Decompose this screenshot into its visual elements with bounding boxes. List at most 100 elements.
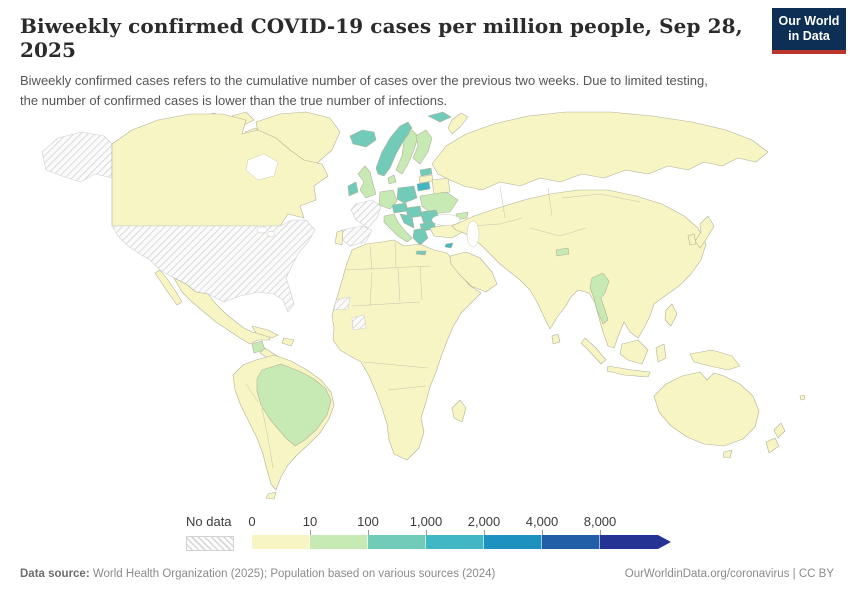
country-czechia-austria[interactable] xyxy=(391,202,409,214)
country-united-states[interactable] xyxy=(111,219,316,313)
owid-logo-line2: in Data xyxy=(788,29,830,43)
owid-logo-line1: Our World xyxy=(778,14,840,28)
country-borneo[interactable] xyxy=(619,339,649,365)
great-lakes xyxy=(266,231,276,237)
country-brazil[interactable] xyxy=(256,363,332,447)
country-spain[interactable] xyxy=(339,225,373,247)
country-arabian-peninsula[interactable] xyxy=(449,251,498,293)
legend-tick-mark xyxy=(426,530,427,535)
country-tasmania[interactable] xyxy=(722,449,733,459)
country-estonia[interactable] xyxy=(419,167,433,177)
legend-no-data: No data xyxy=(186,514,234,551)
country-greece[interactable] xyxy=(412,227,429,246)
legend-tick-mark xyxy=(484,530,485,535)
border-lines-south-america xyxy=(245,383,274,469)
country-philippines[interactable] xyxy=(664,303,678,327)
country-western-sahara[interactable] xyxy=(333,296,351,311)
country-cote-divoire[interactable] xyxy=(351,314,367,331)
country-java[interactable] xyxy=(606,365,651,378)
country-france[interactable] xyxy=(350,199,382,229)
legend-segment[interactable] xyxy=(368,535,426,549)
country-thailand[interactable] xyxy=(589,272,610,325)
data-source-label: Data source: xyxy=(20,568,90,580)
no-data-label: No data xyxy=(186,514,232,529)
legend-segment[interactable] xyxy=(542,535,600,549)
border-lines-asia xyxy=(469,185,641,237)
world-map xyxy=(0,108,850,508)
country-finland[interactable] xyxy=(412,129,433,165)
data-source-text: World Health Organization (2025); Popula… xyxy=(89,568,496,580)
country-ireland[interactable] xyxy=(347,181,359,197)
great-lakes xyxy=(256,226,268,234)
country-lithuania[interactable] xyxy=(416,181,431,192)
country-sri-lanka[interactable] xyxy=(551,333,561,345)
legend-tick: 0 xyxy=(248,514,256,529)
chart-title: Biweekly confirmed COVID-19 cases per mi… xyxy=(20,14,743,62)
country-korea[interactable] xyxy=(687,233,697,246)
country-norway[interactable] xyxy=(375,121,413,177)
legend-color-bar xyxy=(252,535,671,549)
no-data-swatch[interactable] xyxy=(186,536,234,551)
legend-tick: 100 xyxy=(357,514,379,529)
country-russia[interactable] xyxy=(431,111,769,191)
country-novaya-zemlya[interactable] xyxy=(447,112,469,135)
country-madagascar[interactable] xyxy=(451,399,467,423)
country-iceland[interactable] xyxy=(349,129,377,148)
legend-segment[interactable] xyxy=(484,535,542,549)
country-denmark[interactable] xyxy=(387,174,397,185)
license-text: | CC BY xyxy=(789,568,834,580)
hudson-bay xyxy=(245,153,279,181)
country-portugal[interactable] xyxy=(334,229,344,246)
owid-logo[interactable]: Our World in Data xyxy=(772,8,846,54)
country-cyprus[interactable] xyxy=(444,242,454,249)
country-balkans[interactable] xyxy=(399,213,415,229)
legend-segment[interactable] xyxy=(252,535,310,549)
legend-segment[interactable] xyxy=(310,535,368,549)
country-alaska[interactable] xyxy=(41,131,113,183)
country-africa[interactable] xyxy=(331,239,482,461)
country-new-zealand-south[interactable] xyxy=(765,437,780,454)
legend-segment[interactable] xyxy=(426,535,484,549)
legend-tick: 4,000 xyxy=(525,514,559,529)
legend-tick-mark xyxy=(600,530,601,535)
country-pacific-island[interactable] xyxy=(799,394,806,401)
chart-subtitle: Biweekly confirmed cases refers to the c… xyxy=(20,73,708,108)
country-italy[interactable] xyxy=(383,213,413,243)
legend-tick: 1,000 xyxy=(409,514,443,529)
owid-link[interactable]: OurWorldinData.org/coronavirus xyxy=(624,568,790,580)
chart-header: Biweekly confirmed COVID-19 cases per mi… xyxy=(0,0,850,110)
country-ukraine[interactable] xyxy=(419,191,459,215)
country-hispaniola[interactable] xyxy=(281,337,295,347)
country-tierra-del-fuego[interactable] xyxy=(265,491,277,500)
black-sea xyxy=(431,214,461,226)
country-cuba[interactable] xyxy=(251,325,279,339)
legend-tick: 10 xyxy=(302,514,318,529)
country-mexico-baja[interactable] xyxy=(154,269,183,306)
country-sweden[interactable] xyxy=(395,129,419,175)
legend-segment-arrow[interactable] xyxy=(600,535,671,549)
country-asia-mainland[interactable] xyxy=(451,189,707,349)
footer-right: OurWorldinData.org/coronavirus | CC BY xyxy=(625,568,834,580)
legend-tick-mark xyxy=(542,530,543,535)
world-map-svg xyxy=(41,111,806,500)
country-bhutan[interactable] xyxy=(555,247,570,257)
country-united-kingdom[interactable] xyxy=(357,165,377,199)
legend-tick: 8,000 xyxy=(583,514,617,529)
data-source: Data source: World Health Organization (… xyxy=(20,568,495,580)
owid-logo-accent xyxy=(772,50,846,54)
country-new-guinea[interactable] xyxy=(689,349,741,371)
caspian-sea xyxy=(466,220,480,248)
country-sumatra[interactable] xyxy=(580,337,607,365)
country-crete[interactable] xyxy=(415,250,427,256)
country-svalbard[interactable] xyxy=(427,111,452,123)
country-australia[interactable] xyxy=(653,371,760,447)
country-sulawesi[interactable] xyxy=(655,343,667,363)
country-japan[interactable] xyxy=(694,215,715,249)
country-belarus[interactable] xyxy=(431,177,451,195)
legend-tick-mark xyxy=(368,530,369,535)
country-canada[interactable] xyxy=(111,113,329,227)
border-lines-africa xyxy=(344,241,431,391)
country-poland[interactable] xyxy=(396,185,418,204)
country-new-zealand-north[interactable] xyxy=(773,422,786,439)
